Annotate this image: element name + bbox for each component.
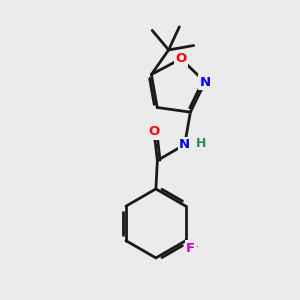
Text: N: N [179, 138, 190, 151]
Text: F: F [186, 242, 195, 255]
Text: O: O [175, 52, 187, 65]
Text: N: N [200, 76, 211, 88]
Text: O: O [149, 125, 160, 138]
Text: H: H [196, 137, 206, 150]
